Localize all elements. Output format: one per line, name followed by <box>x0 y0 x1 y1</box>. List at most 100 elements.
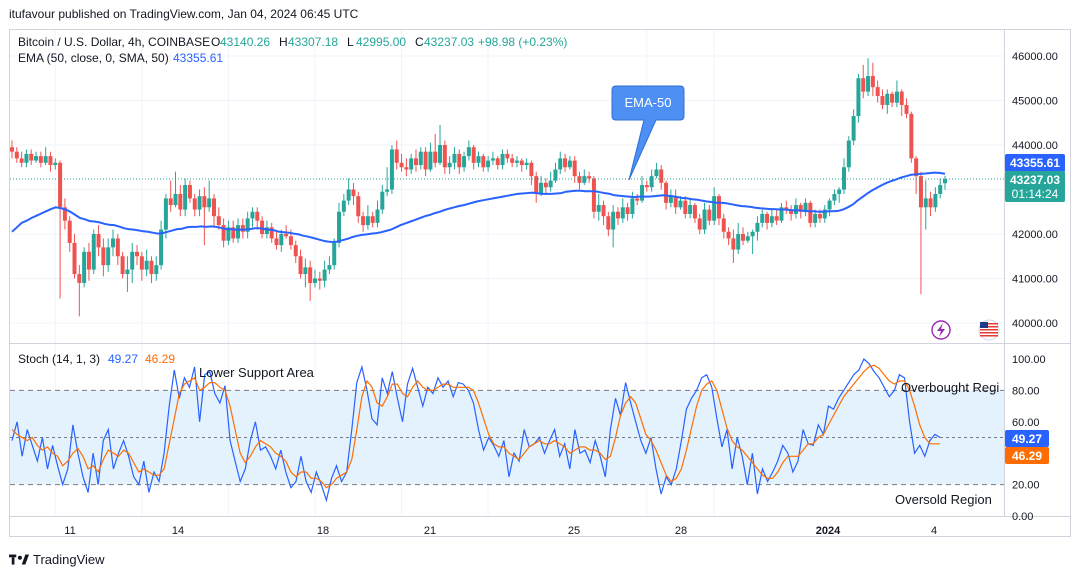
candle-body <box>380 191 385 210</box>
candle-body <box>269 227 274 239</box>
candle-body <box>130 251 135 270</box>
ema-price-badge <box>1005 154 1065 172</box>
candle-body <box>312 278 317 283</box>
candle-body <box>216 216 221 226</box>
candle-body <box>558 158 563 170</box>
candle-body <box>779 207 784 221</box>
candle-body <box>245 218 250 232</box>
y-tick-label: 44000.00 <box>1012 140 1058 152</box>
candle-body <box>154 265 159 275</box>
candle-body <box>322 269 327 281</box>
candle-body <box>274 238 279 246</box>
legend-o-label: O <box>211 35 220 49</box>
candle-body <box>563 158 568 168</box>
candle-body <box>644 185 649 188</box>
candle-body <box>726 231 731 239</box>
candle-body <box>567 160 572 168</box>
candle-body <box>308 267 313 283</box>
legend-l-value: 42995.00 <box>356 35 406 49</box>
y-tick-label: 42000.00 <box>1012 229 1058 241</box>
candle-body <box>606 216 611 230</box>
brand-name: TradingView <box>33 552 105 567</box>
candle-body <box>53 162 58 166</box>
candle-body <box>101 247 106 266</box>
candle-body <box>255 211 260 221</box>
stoch-y-tick-label: 60.00 <box>1012 417 1040 429</box>
legend-h-value: 43307.18 <box>288 35 338 49</box>
stoch-y-tick-label: 80.00 <box>1012 385 1040 397</box>
candle-body <box>808 202 813 223</box>
candle-body <box>293 245 298 257</box>
legend-c-value: 43237.03 <box>424 35 474 49</box>
candle-body <box>750 231 755 237</box>
legend-o-value: 43140.26 <box>220 35 270 49</box>
candle-body <box>197 196 202 210</box>
candle-body <box>96 234 101 248</box>
candle-body <box>332 242 337 266</box>
candle-body <box>615 211 620 219</box>
candle-body <box>486 160 491 168</box>
candle-body <box>664 182 669 203</box>
us-flag-stripe <box>980 326 998 328</box>
lower-support-annotation: Lower Support Area <box>199 365 315 380</box>
candle-body <box>457 153 462 168</box>
stoch-y-tick-label: 0.00 <box>1012 511 1033 523</box>
candle-body <box>861 78 866 92</box>
candle-body <box>765 213 770 223</box>
lightning-icon-glyph <box>937 323 945 337</box>
candle-body <box>356 196 361 217</box>
publisher-line: itufavour published on TradingView.com, … <box>9 7 359 21</box>
candle-body <box>712 196 717 221</box>
candle-body <box>495 158 500 166</box>
candle-body <box>413 158 418 166</box>
candle-body <box>404 167 409 170</box>
candle-body <box>659 169 664 183</box>
us-flag-canton <box>980 322 988 328</box>
legend-l-label: L <box>347 35 354 49</box>
candle-body <box>514 160 519 163</box>
candle-body <box>918 176 923 208</box>
candle-body <box>375 209 380 223</box>
candle-body <box>418 151 423 166</box>
close-price-badge <box>1005 171 1065 202</box>
candle-body <box>490 158 495 161</box>
candle-body <box>43 156 48 163</box>
stoch-legend-label: Stoch (14, 1, 3) <box>18 352 100 366</box>
us-flag-stripe <box>980 335 998 337</box>
candle-body <box>279 234 284 246</box>
candle-body <box>284 234 289 237</box>
candle-body <box>139 256 144 270</box>
candle-body <box>692 205 697 219</box>
candle-body <box>875 87 880 97</box>
candle-body <box>755 222 760 232</box>
candle-body <box>505 153 510 159</box>
y-tick-label: 41000.00 <box>1012 274 1058 286</box>
candle-body <box>72 242 77 275</box>
candle-body <box>226 227 231 241</box>
y-tick-label: 40000.00 <box>1012 318 1058 330</box>
candle-body <box>803 202 808 212</box>
x-tick-label: 4 <box>931 525 937 537</box>
x-tick-label: 2024 <box>816 525 841 537</box>
x-tick-label: 25 <box>568 525 580 537</box>
candle-body <box>115 238 120 257</box>
candle-body <box>620 207 625 219</box>
candle-body <box>447 162 452 168</box>
candle-body <box>635 198 640 201</box>
ema-price-badge-text: 43355.61 <box>1010 156 1060 170</box>
candle-body <box>596 205 601 212</box>
candle-body <box>183 185 188 210</box>
candle-body <box>120 256 125 275</box>
candle-body <box>471 147 476 163</box>
candle-body <box>640 185 645 201</box>
candle-body <box>452 153 457 163</box>
candle-body <box>370 216 375 223</box>
candle-body <box>543 182 548 188</box>
candle-body <box>202 196 207 208</box>
tradingview-brand[interactable]: TradingView <box>9 552 105 567</box>
ema-callout-bubble <box>611 85 685 181</box>
candle-body <box>741 234 746 241</box>
candle-body <box>125 269 130 275</box>
candle-body <box>62 207 67 221</box>
